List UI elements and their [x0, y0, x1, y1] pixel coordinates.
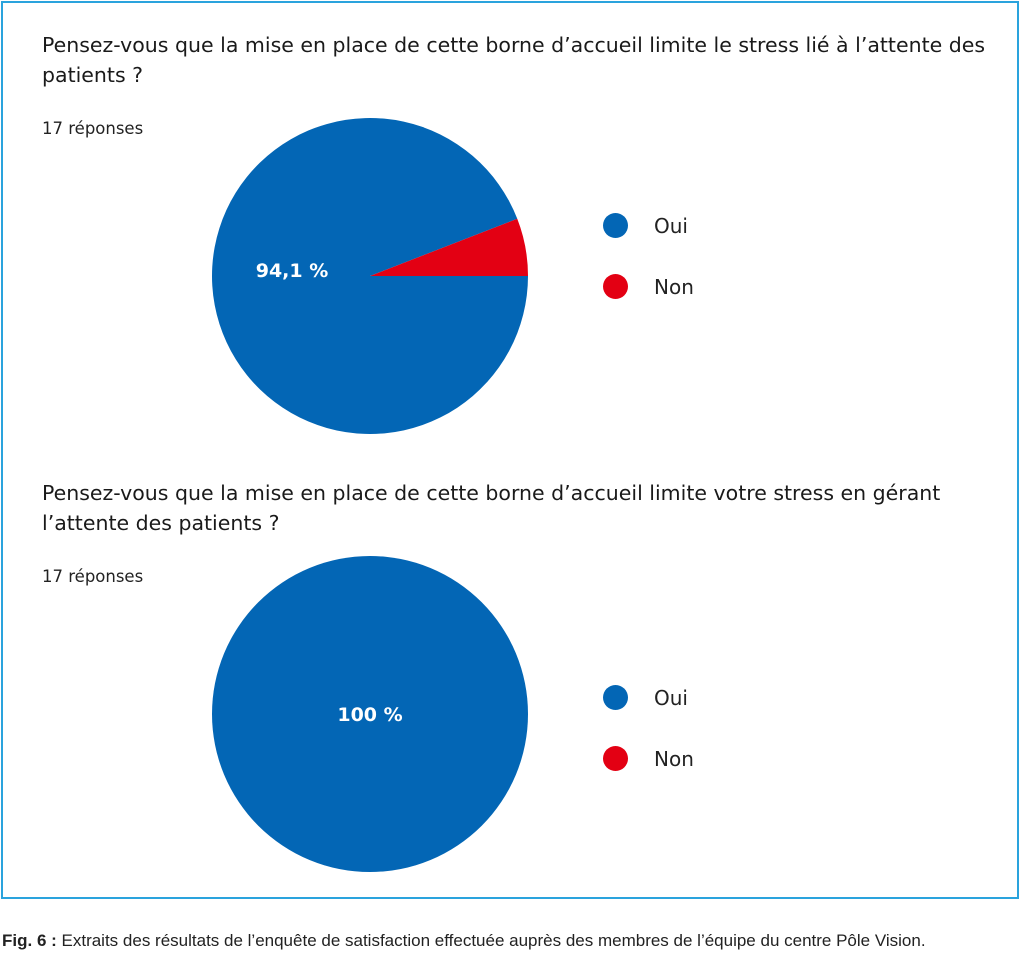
chart-2-pie: 100 % [212, 556, 528, 872]
legend-swatch-oui [603, 213, 628, 238]
legend-label-non: Non [654, 747, 694, 771]
figure-frame [1, 1, 1019, 899]
chart-1-title: Pensez-vous que la mise en place de cett… [42, 33, 986, 87]
pie-slice-non [370, 218, 528, 276]
pie-data-label-oui: 100 % [337, 704, 402, 726]
legend-label-non: Non [654, 275, 694, 299]
chart-1-pie: 94,1 % [212, 118, 528, 435]
pie-slice-oui [212, 556, 528, 872]
legend-swatch-non [603, 274, 628, 299]
legend-label-oui: Oui [654, 686, 688, 710]
legend-swatch-oui [603, 685, 628, 710]
pie-data-label-oui: 94,1 % [256, 260, 329, 282]
legend-label-oui: Oui [654, 214, 688, 238]
chart-2-title: Pensez-vous que la mise en place de cett… [42, 481, 941, 535]
caption-label: Fig. 6 : [2, 931, 57, 950]
legend-swatch-non [603, 746, 628, 771]
chart-2-response-count: 17 réponses [42, 567, 144, 586]
figure-caption: Fig. 6 : Extraits des résultats de l’enq… [2, 930, 1022, 951]
pie-slice-oui [212, 118, 528, 435]
chart-1-response-count: 17 réponses [42, 119, 144, 138]
caption-text: Extraits des résultats de l’enquête de s… [56, 931, 926, 950]
